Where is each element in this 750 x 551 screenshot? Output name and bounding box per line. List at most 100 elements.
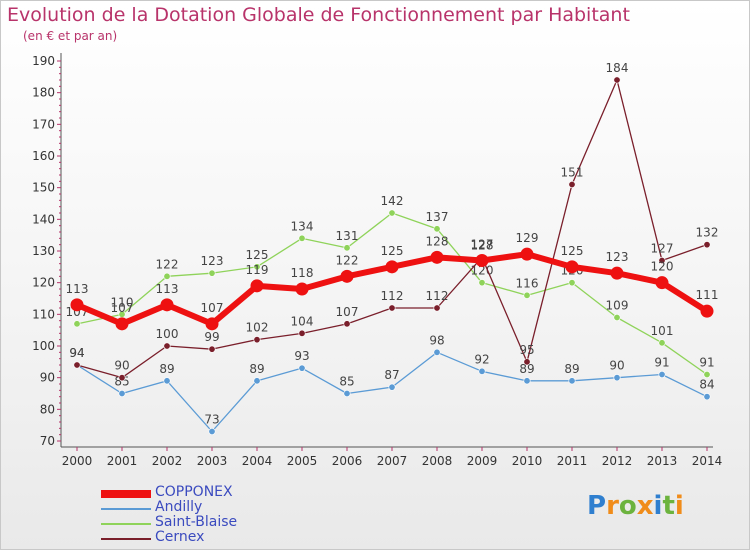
data-label: 100 [156,327,179,341]
logo-letter: i [653,491,663,521]
data-label: 120 [651,260,674,274]
data-label: 132 [696,226,719,240]
data-point [298,329,306,337]
data-label: 151 [561,166,584,180]
y-tick-label: 110 [32,307,55,321]
logo-letter: P [587,491,607,521]
data-point [70,298,84,312]
data-point [433,348,441,356]
data-label: 134 [291,219,314,233]
data-point [703,370,711,378]
data-label: 112 [381,289,404,303]
legend-label: Cernex [155,529,205,545]
data-label: 113 [66,282,89,296]
data-point [253,377,261,385]
data-point [523,358,531,366]
data-point [613,374,621,382]
y-tick-label: 90 [40,371,55,385]
logo-letter: t [662,491,675,521]
data-label: 93 [294,349,309,363]
data-point [73,361,81,369]
data-label: 89 [564,362,579,376]
data-point [208,345,216,353]
data-label: 90 [609,359,624,373]
proxiti-logo: Proxiti [587,491,684,521]
data-point [163,377,171,385]
x-tick-label: 2012 [602,454,633,468]
data-point [118,389,126,397]
data-point [703,241,711,249]
data-point [523,377,531,385]
data-point [478,279,486,287]
data-point [388,304,396,312]
x-tick-label: 2013 [647,454,678,468]
legend-label: COPPONEX [155,484,233,500]
data-point [475,254,489,267]
x-tick-label: 2011 [557,454,588,468]
y-tick-label: 160 [32,149,55,163]
data-point [343,389,351,397]
data-label: 85 [339,375,354,389]
data-label: 119 [246,263,269,277]
data-label: 113 [156,282,179,296]
data-label: 98 [429,333,444,347]
x-tick-label: 2002 [152,454,183,468]
data-label: 129 [516,231,539,245]
data-point [250,279,264,293]
x-tick-label: 2004 [242,454,273,468]
data-label: 109 [606,299,629,313]
x-tick-label: 2007 [377,454,408,468]
data-label: 89 [249,362,264,376]
logo-letter: r [606,491,619,521]
data-point [298,234,306,242]
data-point [478,367,486,375]
data-label: 89 [159,362,174,376]
data-label: 101 [651,324,674,338]
data-label: 127 [471,238,494,252]
data-point [433,304,441,312]
data-label: 94 [69,346,84,360]
legend-item: Saint-Blaise [101,515,321,531]
y-tick-label: 190 [32,54,55,68]
x-tick-label: 2003 [197,454,228,468]
data-point [388,209,396,217]
data-point [520,247,534,261]
data-point [523,291,531,299]
data-point [115,317,129,331]
x-tick-label: 2006 [332,454,363,468]
chart-subtitle: (en € et par an) [23,29,118,43]
data-point [565,260,579,274]
data-label: 89 [519,362,534,376]
logo-letter: x [636,491,654,521]
data-point [658,370,666,378]
data-label: 123 [606,250,629,264]
data-label: 85 [114,375,129,389]
data-point [568,377,576,385]
y-tick-label: 150 [32,181,55,195]
data-point [298,364,306,372]
data-point [568,181,576,189]
y-tick-label: 140 [32,212,55,226]
data-point [388,383,396,391]
data-point [343,244,351,252]
data-label: 111 [696,288,719,302]
data-label: 110 [111,295,134,309]
data-label: 107 [336,305,359,319]
data-label: 137 [426,210,449,224]
data-label: 122 [156,257,179,271]
x-tick-label: 2005 [287,454,318,468]
data-label: 107 [201,301,224,315]
data-label: 125 [561,244,584,258]
data-label: 92 [474,352,489,366]
data-label: 128 [426,234,449,248]
data-point [613,76,621,84]
data-label: 131 [336,229,359,243]
logo-letter: i [674,491,684,521]
data-point [568,279,576,287]
data-label: 87 [384,368,399,382]
data-point [163,342,171,350]
data-label: 125 [246,248,269,262]
legend-label: Andilly [155,499,203,515]
y-tick-label: 80 [40,402,55,416]
